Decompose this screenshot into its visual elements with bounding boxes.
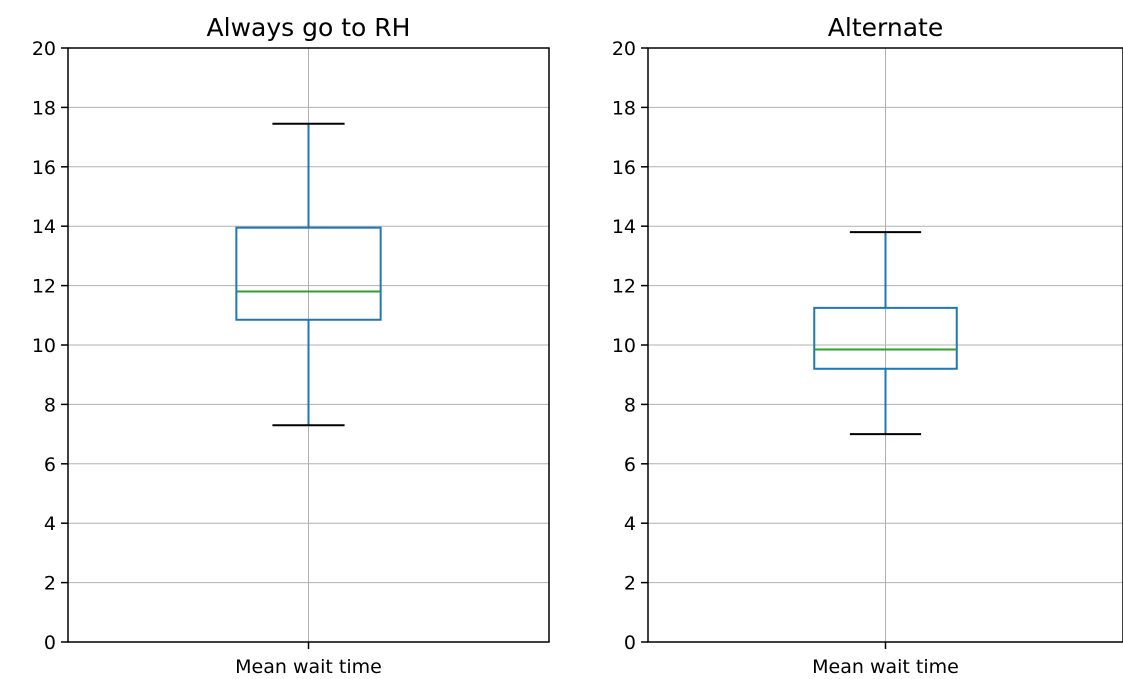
y-tick-label: 6 — [44, 454, 56, 476]
y-tick-label: 12 — [32, 276, 56, 298]
box-plot — [235, 122, 382, 427]
chart-title: Always go to RH — [207, 13, 411, 42]
y-tick-label: 16 — [612, 157, 636, 179]
x-tick-label: Mean wait time — [235, 656, 382, 678]
y-tick-label: 14 — [612, 216, 636, 238]
y-tick-label: 18 — [32, 97, 56, 119]
y-tick-label: 10 — [32, 335, 56, 357]
panel-alternate: 0 2 4 6 8 10 12 14 16 18 20 Mean wait time Alternate — [612, 13, 1123, 678]
y-tick-label: 8 — [44, 394, 56, 416]
panel-always-go-to-rh: 0 2 4 6 8 10 12 14 16 18 20 Mean wait time Always go… — [32, 13, 550, 678]
y-tick-label: 0 — [44, 632, 56, 654]
x-tick-label: Mean wait time — [812, 656, 959, 678]
y-tick-label: 6 — [624, 454, 636, 476]
y-tick-label: 4 — [44, 513, 56, 535]
y-tick-label: 2 — [624, 573, 636, 595]
y-tick-label: 16 — [32, 157, 56, 179]
y-tick-label: 8 — [624, 394, 636, 416]
y-tick-label: 4 — [624, 513, 636, 535]
iqr-box — [813, 306, 958, 370]
y-tick-label: 20 — [32, 38, 56, 60]
y-tick-label: 20 — [612, 38, 636, 60]
y-tick-label: 18 — [612, 97, 636, 119]
iqr-box — [235, 226, 382, 321]
chart-title: Alternate — [828, 13, 943, 42]
y-tick-label: 12 — [612, 276, 636, 298]
y-tick-label: 2 — [44, 573, 56, 595]
y-tick-label: 10 — [612, 335, 636, 357]
y-tick-label: 0 — [624, 632, 636, 654]
box-plot — [813, 231, 958, 436]
y-tick-label: 14 — [32, 216, 56, 238]
